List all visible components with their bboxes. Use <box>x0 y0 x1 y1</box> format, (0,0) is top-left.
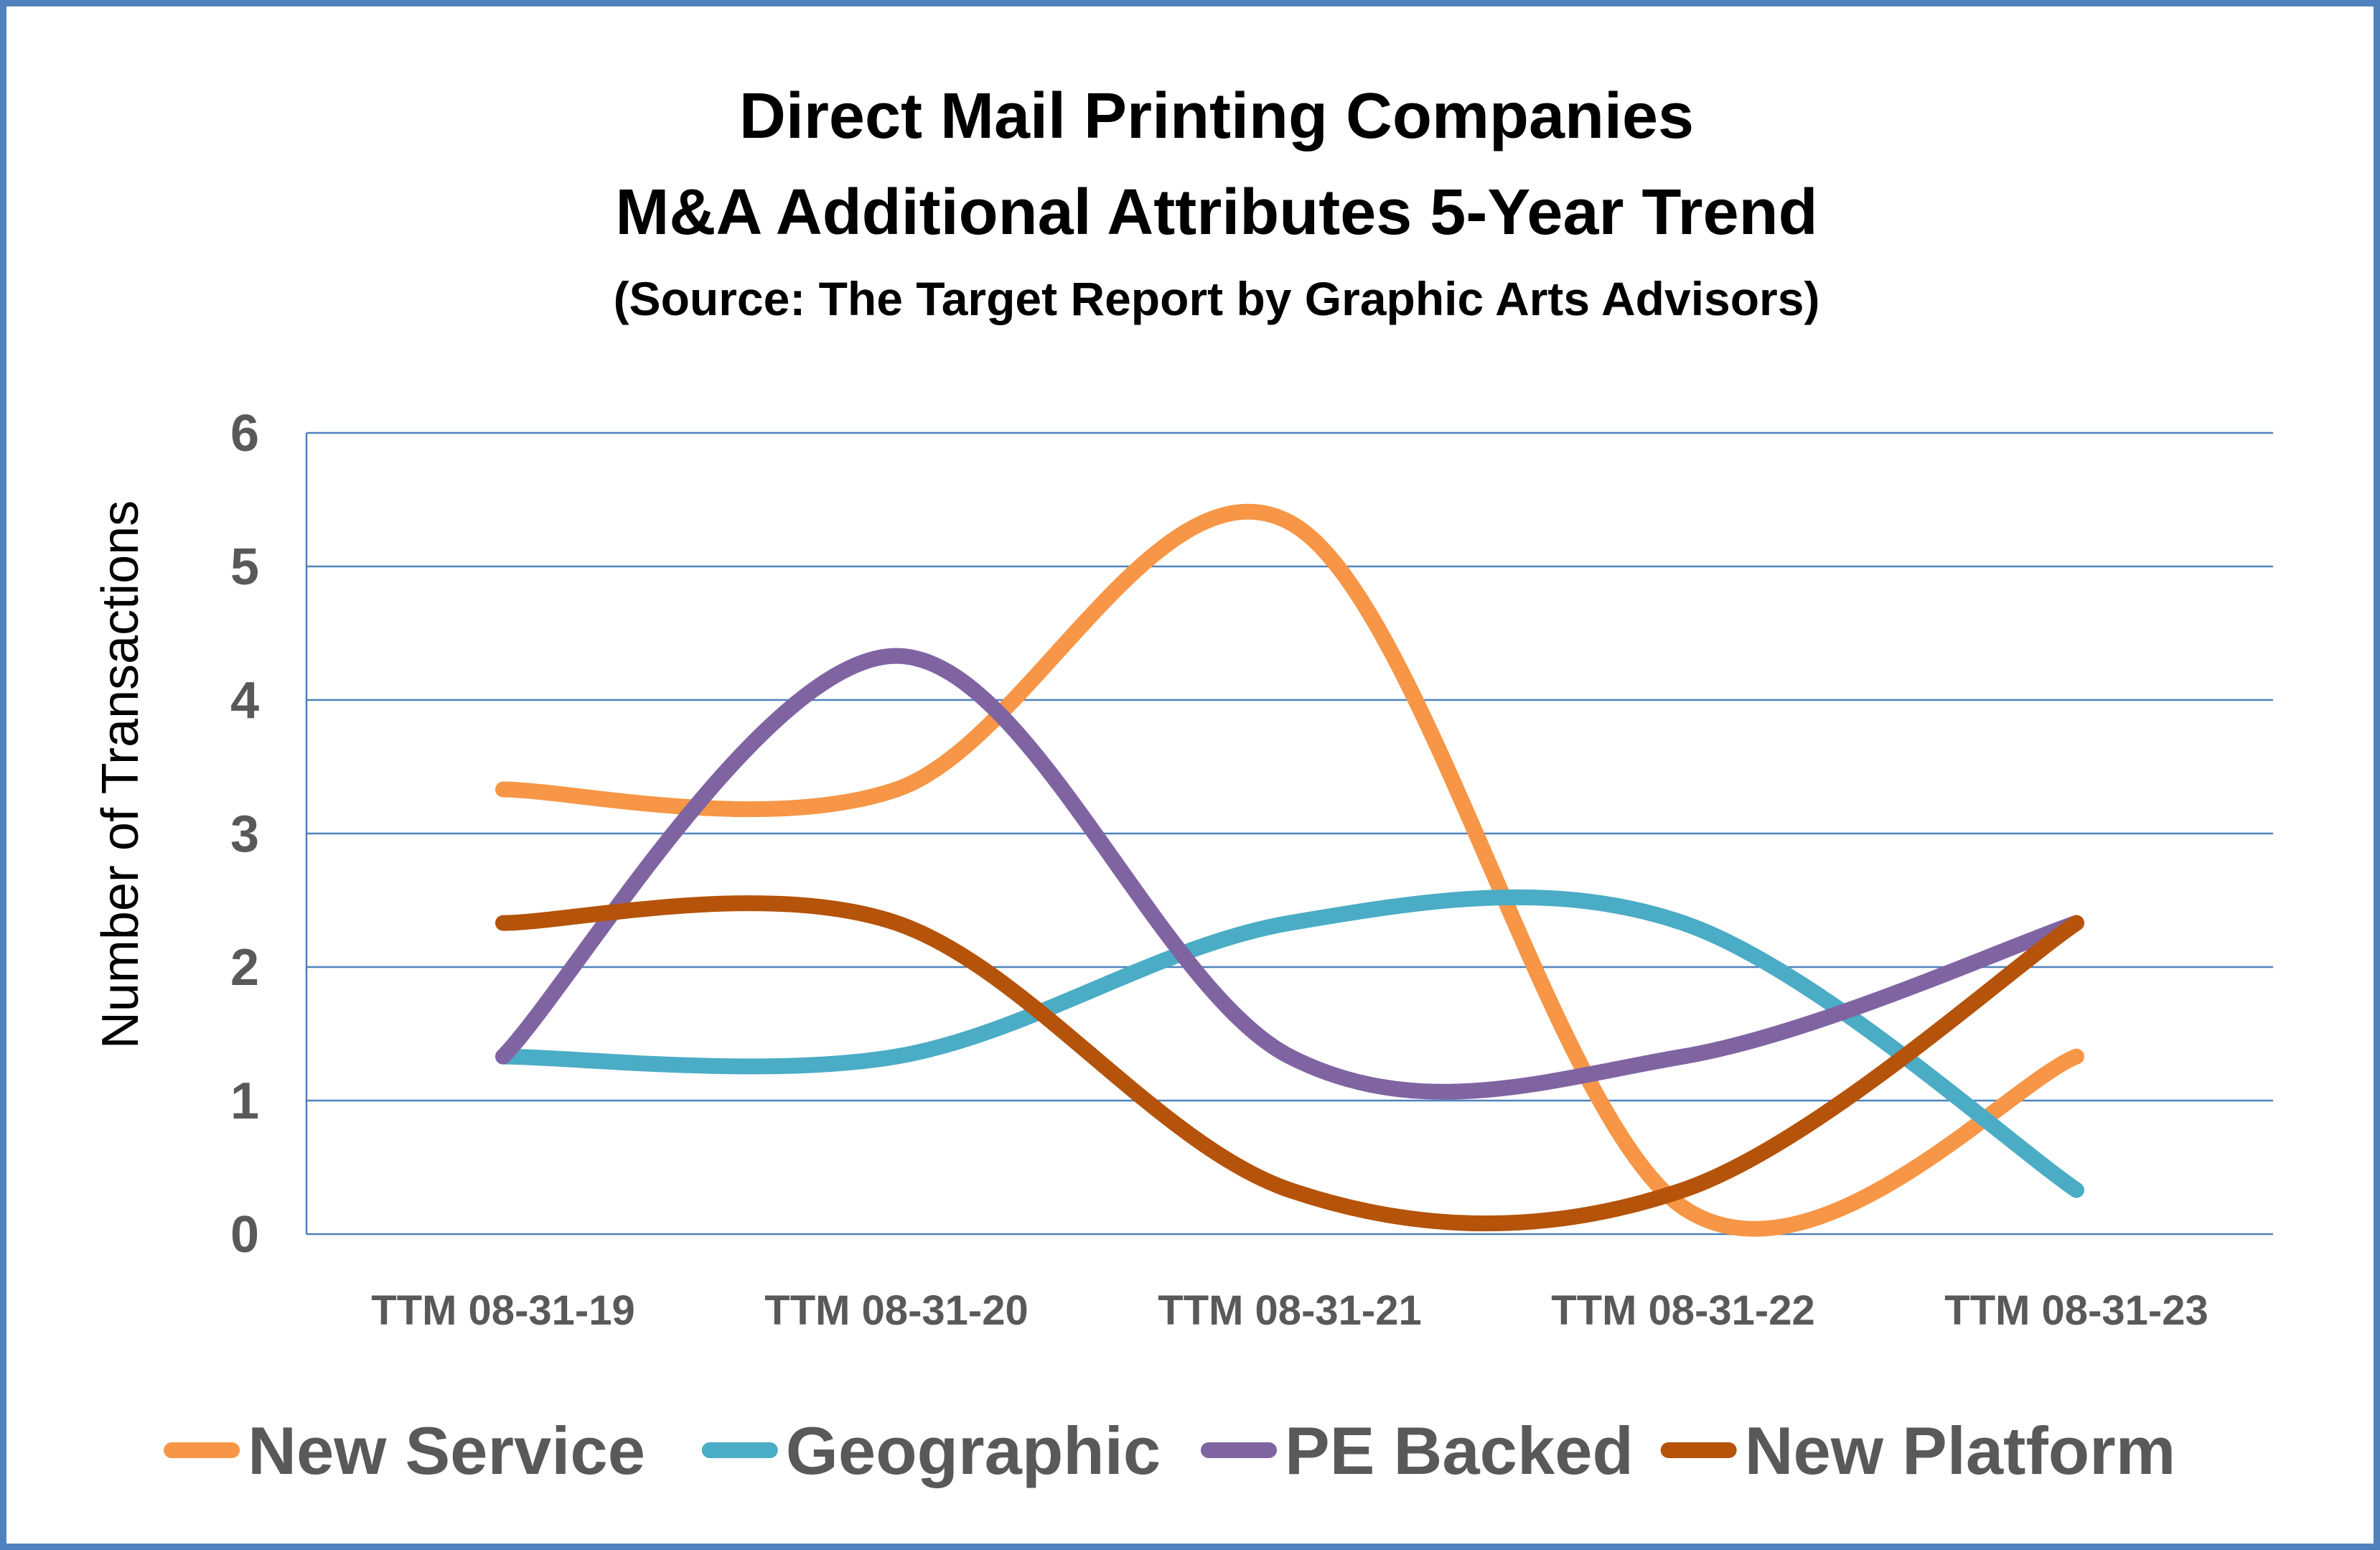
chart-title-line2: M&A Additional Attributes 5-Year Trend <box>615 177 1817 248</box>
chart-title-line1: Direct Mail Printing Companies <box>739 80 1694 152</box>
x-tick-label: TTM 08-31-19 <box>371 1287 634 1334</box>
legend: New Service Geographic PE Backed New Platfo… <box>164 1413 2176 1488</box>
x-tick-label: TTM 08-31-21 <box>1158 1287 1421 1334</box>
legend-label-new-platform: New Platform <box>1745 1413 2176 1488</box>
legend-label-pe-backed: PE Backed <box>1285 1413 1634 1488</box>
legend-label-new-service: New Service <box>248 1413 645 1488</box>
y-tick-label: 6 <box>230 405 259 462</box>
y-tick-label: 0 <box>230 1206 259 1264</box>
x-tick-labels: TTM 08-31-19 TTM 08-31-20 TTM 08-31-21 TTM … <box>371 1287 2208 1334</box>
series-line-new-service <box>495 503 2084 1237</box>
x-tick-label: TTM 08-31-23 <box>1944 1287 2208 1334</box>
legend-label-geographic: Geographic <box>786 1413 1161 1488</box>
y-tick-label: 4 <box>230 672 259 729</box>
y-tick-labels: 0 1 2 3 4 5 6 <box>230 405 259 1264</box>
series-line-new-platform <box>495 895 2084 1232</box>
y-tick-label: 1 <box>230 1073 259 1130</box>
chart-svg: Direct Mail Printing Companies M&A Addit… <box>92 80 2273 1488</box>
grid-layer <box>305 431 2273 1236</box>
y-tick-label: 2 <box>230 939 259 996</box>
series-line-pe-backed <box>495 648 2084 1100</box>
chart-subtitle: (Source: The Target Report by Graphic Ar… <box>614 272 1820 325</box>
x-tick-label: TTM 08-31-20 <box>764 1287 1028 1334</box>
y-tick-label: 5 <box>230 538 259 596</box>
y-axis-label: Number of Transactions <box>92 500 149 1049</box>
series-layer <box>495 503 2084 1237</box>
y-tick-label: 3 <box>230 806 259 863</box>
x-tick-label: TTM 08-31-22 <box>1551 1287 1814 1334</box>
series-line-geographic <box>495 889 2084 1198</box>
